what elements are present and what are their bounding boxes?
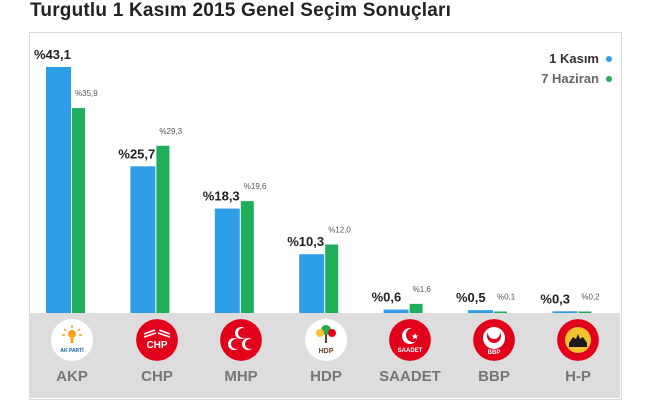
bar-hdp-7-haziran: [325, 244, 339, 313]
legend-dot-icon: [606, 56, 612, 62]
bar-saadet-7-haziran: [409, 303, 423, 313]
data-label: %35,9: [75, 89, 98, 98]
legend-label: 1 Kasım: [549, 51, 599, 66]
data-label: %1,6: [413, 285, 432, 294]
data-label: %25,7: [118, 146, 155, 161]
svg-text:SAADET: SAADET: [398, 348, 423, 354]
data-label: %29,3: [159, 127, 182, 136]
bbp-logo-icon: BBP: [473, 319, 515, 361]
bar-mhp-7-haziran: [240, 201, 254, 313]
data-label: %10,3: [287, 234, 324, 249]
category-label: CHP: [141, 368, 173, 385]
bar-hdp-1-kasim: [299, 254, 325, 313]
bar-akp-1-kasim: [46, 67, 71, 313]
bar-bbp-7-haziran: [494, 311, 507, 313]
legend: 1 Kasım 7 Haziran: [541, 49, 612, 89]
data-label: %0,1: [497, 293, 516, 302]
category-label: MHP: [224, 368, 258, 385]
data-label: %0,5: [456, 290, 486, 305]
legend-item-7-haziran: 7 Haziran: [541, 69, 612, 89]
bar-chp-7-haziran: [156, 145, 170, 313]
data-label: %0,6: [372, 290, 402, 305]
hp-logo-icon: [557, 319, 599, 361]
page-title: Turgutlu 1 Kasım 2015 Genel Seçim Sonuçl…: [30, 0, 452, 21]
bar-bbp-1-kasim: [468, 310, 493, 313]
bar-akp-7-haziran: [72, 108, 85, 314]
data-label: %12,0: [328, 226, 351, 235]
data-label: %0,3: [540, 291, 570, 306]
svg-text:AK PARTİ: AK PARTİ: [60, 347, 84, 354]
bar-mhp-1-kasim: [214, 208, 240, 313]
saadet-logo-icon: SAADET: [389, 319, 431, 361]
category-label: SAADET: [379, 368, 441, 385]
data-label: %43,1: [34, 47, 71, 62]
hdp-logo-icon: HDP: [305, 319, 347, 361]
bar-h-p-1-kasim: [552, 311, 578, 313]
legend-item-1-kasim: 1 Kasım: [541, 49, 612, 69]
mhp-logo-icon: [220, 319, 262, 361]
akp-logo-icon: AK PARTİ: [51, 319, 93, 361]
category-label: H-P: [565, 368, 591, 385]
category-label: BBP: [478, 368, 510, 385]
category-label: HDP: [310, 368, 342, 385]
svg-text:HDP: HDP: [319, 348, 334, 355]
category-label: AKP: [56, 368, 88, 385]
svg-text:BBP: BBP: [488, 350, 501, 356]
bar-h-p-7-haziran: [578, 311, 592, 313]
legend-dot-icon: [606, 76, 612, 82]
bar-saadet-1-kasim: [383, 309, 409, 313]
svg-text:CHP: CHP: [146, 340, 167, 351]
legend-label: 7 Haziran: [541, 71, 599, 86]
chp-logo-icon: CHP: [136, 319, 178, 361]
bar-chp-1-kasim: [130, 166, 156, 313]
data-label: %0,2: [581, 293, 600, 302]
data-label: %19,6: [244, 182, 267, 191]
data-label: %18,3: [203, 189, 240, 204]
